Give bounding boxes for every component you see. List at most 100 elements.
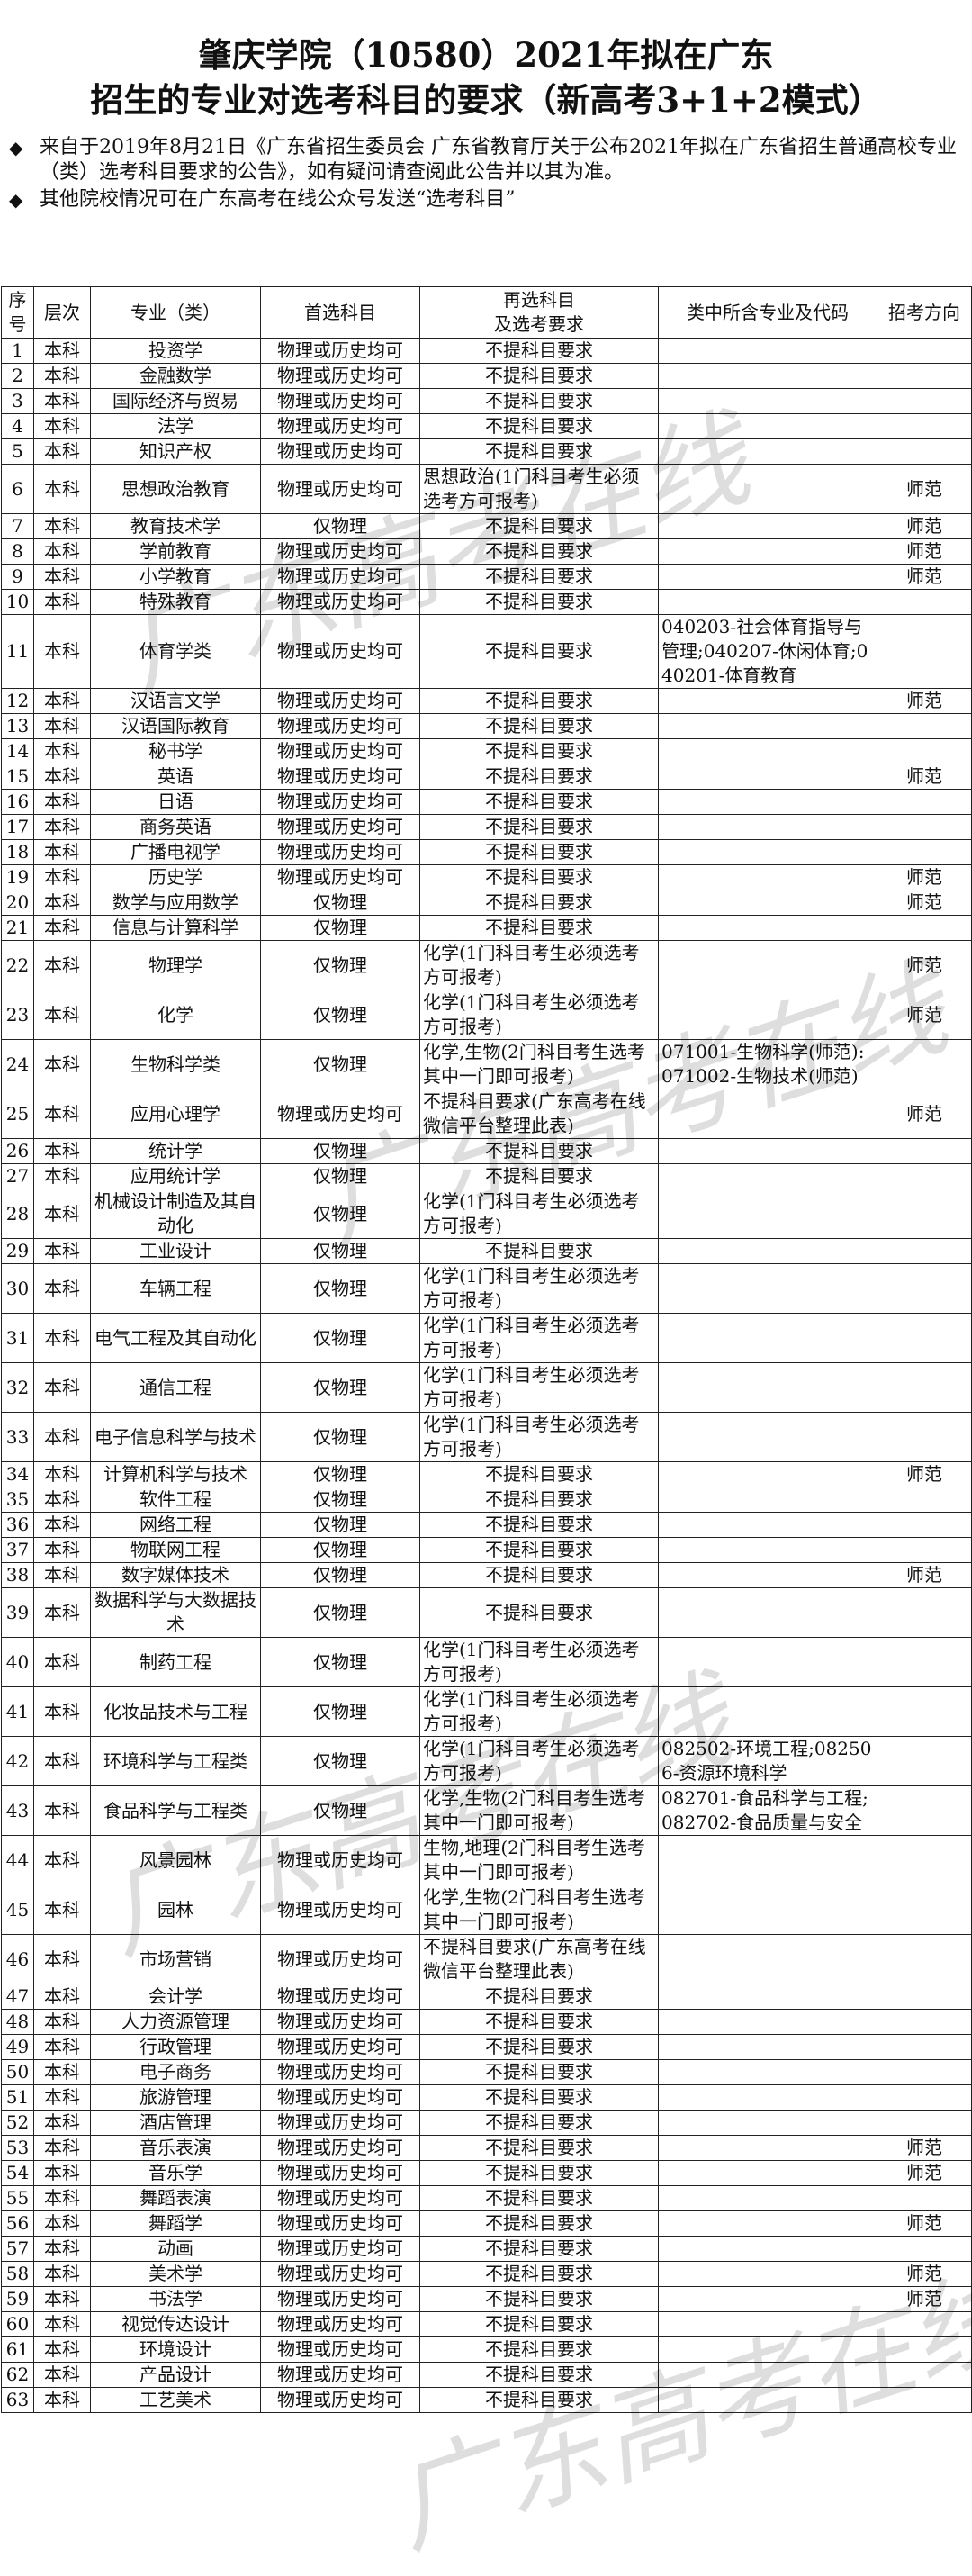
direction xyxy=(877,2185,972,2211)
level: 本科 xyxy=(33,738,91,764)
table-row: 12 本科 汉语言文学 物理或历史均可 不提科目要求 师范 xyxy=(1,688,972,714)
row-number: 59 xyxy=(1,2286,34,2312)
table-row: 53 本科 音乐表演 物理或历史均可 不提科目要求 师范 xyxy=(1,2135,972,2161)
table-row: 1 本科 投资学 物理或历史均可 不提科目要求 xyxy=(1,338,972,364)
table-row: 28 本科 机械设计制造及其自动化 仅物理 化学(1门科目考生必须选考方可报考) xyxy=(1,1189,972,1239)
row-number: 29 xyxy=(1,1238,34,1264)
row-number: 44 xyxy=(1,1835,34,1885)
major-codes xyxy=(658,1487,878,1513)
major: 汉语国际教育 xyxy=(90,713,261,739)
direction: 师范 xyxy=(877,940,972,990)
level: 本科 xyxy=(33,2261,91,2287)
direction xyxy=(877,1736,972,1786)
first-subject: 物理或历史均可 xyxy=(260,738,420,764)
table-row: 31 本科 电气工程及其自动化 仅物理 化学(1门科目考生必须选考方可报考) xyxy=(1,1313,972,1363)
direction xyxy=(877,1163,972,1189)
direction xyxy=(877,1189,972,1239)
second-subject: 不提科目要求 xyxy=(419,713,659,739)
major-codes xyxy=(658,464,878,514)
second-subject: 不提科目要求 xyxy=(419,2286,659,2312)
major: 广播电视学 xyxy=(90,839,261,865)
level: 本科 xyxy=(33,1461,91,1487)
table-row: 63 本科 工艺美术 物理或历史均可 不提科目要求 xyxy=(1,2387,972,2413)
level: 本科 xyxy=(33,2336,91,2363)
major: 学前教育 xyxy=(90,538,261,565)
first-subject: 仅物理 xyxy=(260,1587,420,1638)
first-subject: 物理或历史均可 xyxy=(260,413,420,439)
level: 本科 xyxy=(33,864,91,890)
direction xyxy=(877,413,972,439)
column-header: 序号 xyxy=(1,286,34,339)
major-codes xyxy=(658,1238,878,1264)
direction xyxy=(877,2059,972,2085)
major: 电气工程及其自动化 xyxy=(90,1313,261,1363)
major: 思想政治教育 xyxy=(90,464,261,514)
major-codes xyxy=(658,1412,878,1462)
table-row: 54 本科 音乐学 物理或历史均可 不提科目要求 师范 xyxy=(1,2160,972,2186)
direction xyxy=(877,2084,972,2111)
major: 酒店管理 xyxy=(90,2110,261,2136)
table-row: 4 本科 法学 物理或历史均可 不提科目要求 xyxy=(1,413,972,439)
direction: 师范 xyxy=(877,1089,972,1139)
major-codes xyxy=(658,1637,878,1687)
first-subject: 仅物理 xyxy=(260,1487,420,1513)
major: 人力资源管理 xyxy=(90,2009,261,2035)
second-subject: 不提科目要求 xyxy=(419,915,659,941)
first-subject: 物理或历史均可 xyxy=(260,1984,420,2010)
major-codes xyxy=(658,2286,878,2312)
major-codes xyxy=(658,2185,878,2211)
column-header: 类中所含专业及代码 xyxy=(658,286,878,339)
row-number: 41 xyxy=(1,1686,34,1737)
row-number: 48 xyxy=(1,2009,34,2035)
first-subject: 仅物理 xyxy=(260,1362,420,1413)
major: 旅游管理 xyxy=(90,2084,261,2111)
major-codes xyxy=(658,2160,878,2186)
second-subject: 不提科目要求 xyxy=(419,2311,659,2337)
major: 应用心理学 xyxy=(90,1089,261,1139)
second-subject: 不提科目要求 xyxy=(419,1238,659,1264)
major-codes: 071001-生物科学(师范):071002-生物技术(师范) xyxy=(658,1039,878,1089)
row-number: 6 xyxy=(1,464,34,514)
direction xyxy=(877,2236,972,2262)
first-subject: 仅物理 xyxy=(260,1412,420,1462)
row-number: 51 xyxy=(1,2084,34,2111)
second-subject: 不提科目要求 xyxy=(419,363,659,389)
level: 本科 xyxy=(33,2286,91,2312)
row-number: 62 xyxy=(1,2362,34,2388)
row-number: 3 xyxy=(1,388,34,414)
major: 音乐学 xyxy=(90,2160,261,2186)
major-codes xyxy=(658,589,878,615)
first-subject: 物理或历史均可 xyxy=(260,2387,420,2413)
second-subject: 生物,地理(2门科目考生选考其中一门即可报考) xyxy=(419,1835,659,1885)
second-subject: 不提科目要求 xyxy=(419,538,659,565)
major: 会计学 xyxy=(90,1984,261,2010)
major-codes xyxy=(658,890,878,916)
first-subject: 仅物理 xyxy=(260,1637,420,1687)
major: 秘书学 xyxy=(90,738,261,764)
first-subject: 物理或历史均可 xyxy=(260,1835,420,1885)
first-subject: 仅物理 xyxy=(260,1785,420,1836)
level: 本科 xyxy=(33,1984,91,2010)
direction xyxy=(877,2110,972,2136)
direction: 师范 xyxy=(877,464,972,514)
major: 化学 xyxy=(90,990,261,1040)
level: 本科 xyxy=(33,1835,91,1885)
second-subject: 化学(1门科目考生必须选考方可报考) xyxy=(419,1736,659,1786)
first-subject: 仅物理 xyxy=(260,1163,420,1189)
major: 网络工程 xyxy=(90,1512,261,1538)
major-codes xyxy=(658,839,878,865)
second-subject: 不提科目要求 xyxy=(419,2261,659,2287)
direction xyxy=(877,814,972,840)
major: 电子商务 xyxy=(90,2059,261,2085)
direction xyxy=(877,1362,972,1413)
direction: 师范 xyxy=(877,1461,972,1487)
direction: 师范 xyxy=(877,564,972,590)
first-subject: 物理或历史均可 xyxy=(260,2210,420,2237)
level: 本科 xyxy=(33,1637,91,1687)
major-codes xyxy=(658,814,878,840)
second-subject: 不提科目要求 xyxy=(419,2185,659,2211)
major: 化妆品技术与工程 xyxy=(90,1686,261,1737)
row-number: 32 xyxy=(1,1362,34,1413)
major-codes xyxy=(658,1362,878,1413)
